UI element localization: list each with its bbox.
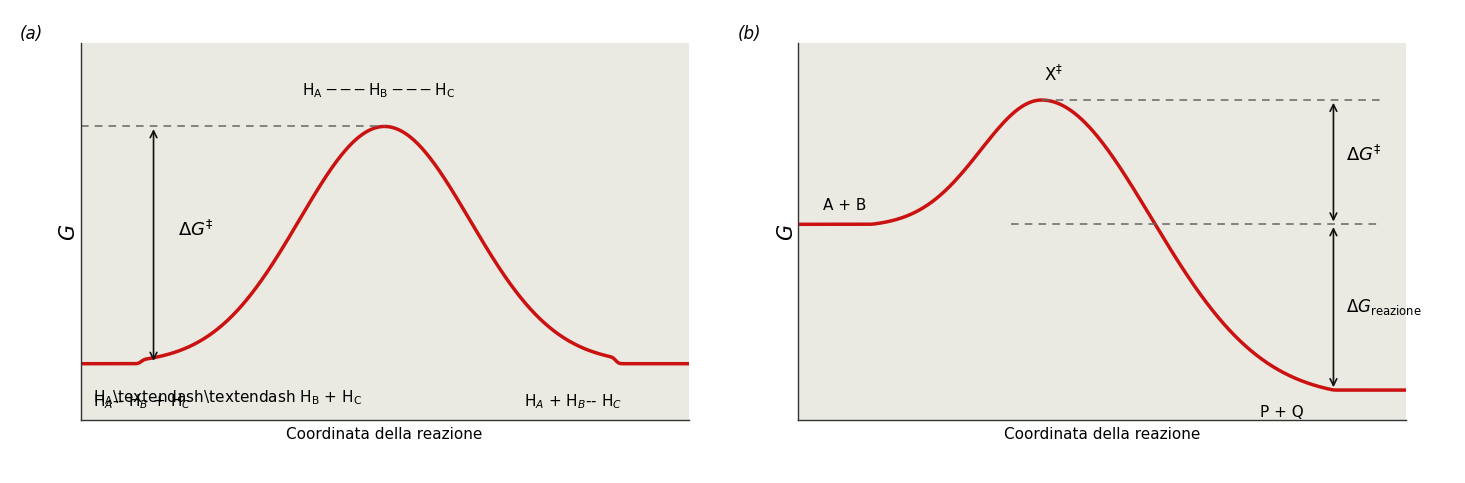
Text: P + Q: P + Q	[1260, 405, 1304, 420]
X-axis label: Coordinata della reazione: Coordinata della reazione	[286, 427, 483, 442]
Text: $\Delta G_{\mathrm{reazione}}$: $\Delta G_{\mathrm{reazione}}$	[1345, 297, 1421, 317]
Text: (b): (b)	[738, 25, 762, 43]
Text: (a): (a)	[21, 25, 42, 43]
Text: H$_\mathsf{A}$ ─ ─ ─ H$_\mathsf{B}$ ─ ─ ─ H$_\mathsf{C}$: H$_\mathsf{A}$ ─ ─ ─ H$_\mathsf{B}$ ─ ─ …	[302, 81, 456, 100]
Text: H$_A$-- H$_B$ + H$_C$: H$_A$-- H$_B$ + H$_C$	[92, 392, 190, 411]
Text: H$_A$ + H$_B$-- H$_C$: H$_A$ + H$_B$-- H$_C$	[524, 392, 623, 411]
Text: X$^{\ddagger}$: X$^{\ddagger}$	[1045, 65, 1064, 85]
Y-axis label: G: G	[775, 224, 795, 240]
Text: A + B: A + B	[823, 198, 866, 213]
Text: H$_\mathsf{A}$\textendash\textendash H$_\mathsf{B}$ + H$_\mathsf{C}$: H$_\mathsf{A}$\textendash\textendash H$_…	[92, 388, 362, 407]
Text: $\Delta G^{\ddagger}$: $\Delta G^{\ddagger}$	[177, 220, 214, 240]
X-axis label: Coordinata della reazione: Coordinata della reazione	[1004, 427, 1201, 442]
Y-axis label: G: G	[57, 224, 78, 240]
Text: $\Delta G^{\ddagger}$: $\Delta G^{\ddagger}$	[1345, 144, 1381, 165]
